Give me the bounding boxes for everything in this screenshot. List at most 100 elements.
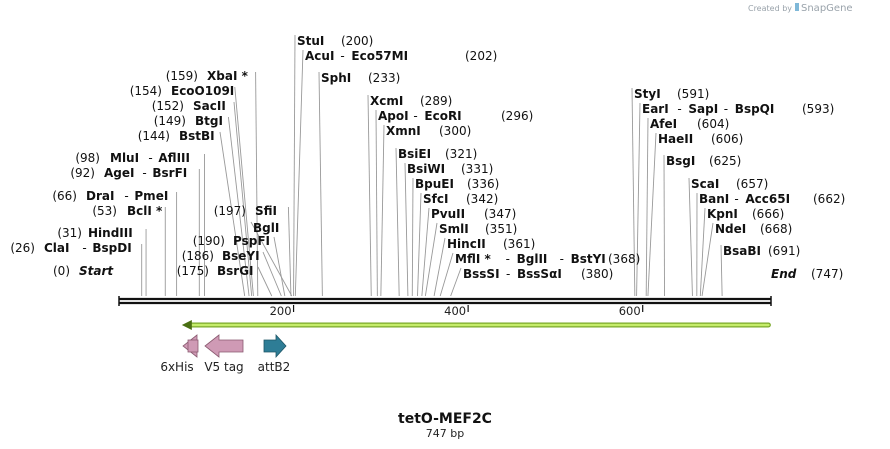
cut-site-bsrgi: (175) BsrGI (177, 264, 254, 278)
cut-site-leader-line (380, 124, 385, 297)
feature-6xhis: 6xHis (160, 334, 199, 374)
cut-site-leader-line (293, 34, 296, 297)
cut-site-position: (657) (736, 177, 768, 191)
cut-site-position: (662) (813, 192, 845, 206)
enzyme-name: StyI (634, 87, 661, 101)
cut-site-position: (296) (501, 109, 533, 123)
enzyme-name: BglII (517, 252, 548, 266)
cut-site-leader-line (631, 87, 636, 297)
enzyme-name: KpnI (707, 207, 738, 221)
cut-site-bsgi: BsgI (625) (666, 154, 741, 168)
enzyme-name: SmlI (439, 222, 469, 236)
cut-site-leader-line (636, 102, 641, 297)
sequence-backbone (118, 296, 772, 306)
cut-site-bsiei: BsiEI (321) (398, 147, 477, 161)
cut-site-position: (668) (760, 222, 792, 236)
cut-site-leader-line (433, 237, 446, 297)
enzyme-name: AgeI (104, 166, 134, 180)
cut-site-leader-line (424, 222, 438, 297)
cut-site-bstbi: (144) BstBI (138, 129, 215, 143)
enzyme-name: BseYI (222, 249, 260, 263)
enzyme-name: SphI (321, 71, 351, 85)
cut-site-position: (186) (182, 249, 214, 263)
enzyme-name: SapI (688, 102, 718, 116)
enzyme-name: AfeI (650, 117, 677, 131)
cut-site-leader-line (219, 131, 246, 297)
cut-site-haeii: HaeII (606) (658, 132, 743, 146)
cut-site-position: (593) (802, 102, 834, 116)
feature-attb2: attB2 (258, 333, 290, 374)
ruler-tick-label: 400 (444, 304, 466, 318)
cut-site-position: (625) (709, 154, 741, 168)
enzyme-name: PvuII (431, 207, 465, 221)
enzyme-name: ScaI (691, 177, 719, 191)
enzyme-name: SacII (193, 99, 226, 113)
cut-site-stui: StuI (200) (297, 34, 373, 48)
enzyme-name: BpuEI (415, 177, 454, 191)
feature-label-6xhis: 6xHis (160, 360, 193, 374)
cut-site-bsssi-bsss-i: BssSI - BssSαI (380) (463, 267, 613, 281)
enzyme-name: EcoRI (424, 109, 461, 123)
cut-site-separator: - (124, 189, 128, 203)
cut-site-bani-acc65i: BanI - Acc65I (662) (699, 192, 845, 206)
cut-site-leader-line (439, 252, 454, 297)
cut-site-position: (347) (484, 207, 516, 221)
cut-site-separator: - (148, 151, 152, 165)
enzyme-name: EarI (642, 102, 669, 116)
enzyme-name: Eco57MI (351, 49, 408, 63)
cut-site-position: (31) (57, 226, 82, 240)
enzyme-name: BsgI (666, 154, 695, 168)
cut-site-leader-line (234, 86, 254, 297)
enzyme-name: DraI (86, 189, 114, 203)
enzyme-name: BglI (253, 221, 279, 235)
cut-site-styi: StyI (591) (634, 87, 709, 101)
cut-site-leader-line (450, 267, 462, 297)
cut-site-position: (175) (177, 264, 209, 278)
enzyme-name: BspDI (92, 241, 131, 255)
cut-site-position: (197) (214, 204, 246, 218)
cut-site-smli: SmlI (351) (439, 222, 517, 236)
cut-site-position: (380) (581, 267, 613, 281)
enzyme-name: NdeI (715, 222, 746, 236)
enzyme-name: MluI (110, 151, 139, 165)
cut-site-position: (159) (166, 69, 198, 83)
enzyme-name: BstBI (179, 129, 215, 143)
cut-site-leader-line (233, 101, 253, 297)
cut-site-apoi-ecori: ApoI - EcoRI (296) (378, 109, 533, 123)
cut-site-sfii: (197) SfiI (214, 204, 277, 218)
cut-site-position: (342) (466, 192, 498, 206)
enzyme-name: BsrFI (152, 166, 187, 180)
cut-site-position: (200) (341, 34, 373, 48)
enzyme-name: BclI * (127, 204, 163, 218)
cut-site-bcli: (53) BclI * (92, 204, 163, 218)
enzyme-name: BanI (699, 192, 729, 206)
cut-site-position: (289) (420, 94, 452, 108)
enzyme-name: PmeI (134, 189, 168, 203)
cut-site-position: (144) (138, 129, 170, 143)
cut-site-labels: (0) Start(26) ClaI - BspDI(31) HindIII(53) Bcl… (10, 34, 845, 281)
enzyme-name: EcoO109I (171, 84, 234, 98)
enzyme-name: BsrGI (217, 264, 254, 278)
cut-site-leader-line (688, 177, 693, 297)
cut-site-bpuei: BpuEI (336) (415, 177, 499, 191)
enzyme-name: XcmI (370, 94, 403, 108)
cut-site-sphi: SphI (233) (321, 71, 400, 85)
cut-site-separator: - (677, 102, 681, 116)
cut-site-xmni: XmnI (300) (386, 124, 471, 138)
cut-site-leader-line (375, 109, 378, 297)
cut-site-leader-line (663, 154, 665, 297)
cut-site-leader-line (287, 206, 292, 297)
cut-site-end: End (747) (771, 267, 843, 281)
cut-site-position: (190) (193, 234, 225, 248)
enzyme-name: BtgI (195, 114, 223, 128)
cut-site-xcmi: XcmI (289) (370, 94, 452, 108)
cut-site-eari-sapi-bspqi: EarI - SapI - BspQI (593) (642, 102, 834, 116)
enzyme-name: BssSαI (517, 267, 562, 281)
enzyme-name: AflIII (158, 151, 190, 165)
cut-site-bgli: BglI (253, 221, 279, 235)
cut-site-agei-bsrfi: (92) AgeI - BsrFI (70, 166, 187, 180)
cut-site-position: (202) (465, 49, 497, 63)
cut-site-position: (98) (75, 151, 100, 165)
cut-site-position: (336) (467, 177, 499, 191)
cut-site-leader-line (421, 207, 430, 297)
